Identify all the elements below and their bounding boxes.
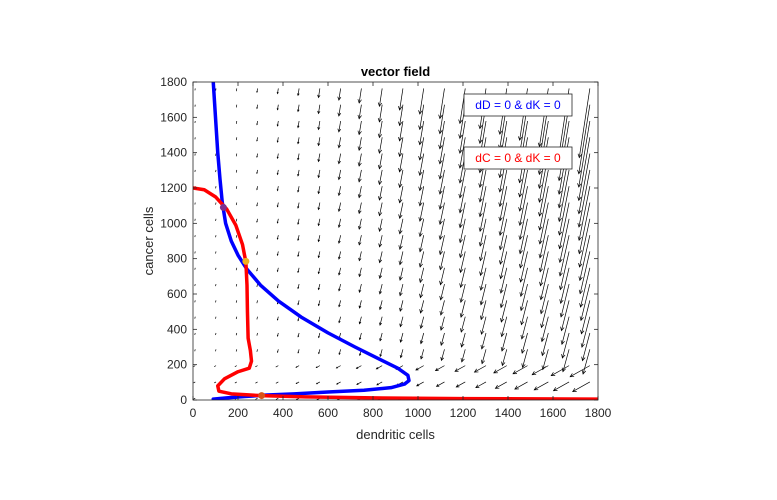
x-tick-label: 200 (228, 406, 248, 420)
equilibrium-points (219, 203, 266, 400)
y-tick-label: 1000 (160, 216, 187, 230)
y-axis-label: cancer cells (141, 206, 156, 275)
y-tick-label: 1200 (160, 181, 187, 195)
x-axis-label: dendritic cells (356, 427, 435, 442)
x-tick-label: 1200 (450, 406, 477, 420)
y-tick-label: 400 (167, 322, 187, 336)
x-tick-label: 1600 (540, 406, 567, 420)
legend-blue: dD = 0 & dK = 0 (463, 93, 573, 117)
y-tick-label: 1600 (160, 110, 187, 124)
equilibrium-point (242, 257, 250, 265)
red-nullcline (193, 186, 598, 400)
x-axis: 0 200 400 600 800 1000 1200 1400 1600 1800 (190, 82, 612, 420)
legend-label-red: dC = 0 & dK = 0 (475, 151, 561, 165)
x-tick-label: 400 (273, 406, 293, 420)
vector-field (193, 88, 591, 400)
equilibrium-point (219, 203, 227, 211)
equilibrium-point (258, 392, 266, 400)
x-tick-label: 1400 (495, 406, 522, 420)
y-tick-label: 1400 (160, 146, 187, 160)
x-tick-label: 800 (363, 406, 383, 420)
axes-box (192, 81, 599, 401)
legend-label-blue: dD = 0 & dK = 0 (475, 98, 561, 112)
y-tick-label: 800 (167, 252, 187, 266)
chart-title: vector field (361, 64, 430, 79)
y-tick-label: 600 (167, 287, 187, 301)
x-tick-label: 1800 (585, 406, 612, 420)
y-axis: 0 200 400 600 800 1000 1200 1400 1600 1800 (160, 75, 598, 407)
y-tick-label: 1800 (160, 75, 187, 89)
x-tick-label: 1000 (405, 406, 432, 420)
x-tick-label: 600 (318, 406, 338, 420)
x-tick-label: 0 (190, 406, 197, 420)
y-tick-label: 0 (180, 393, 187, 407)
y-tick-label: 200 (167, 358, 187, 372)
plot-area (193, 82, 598, 400)
legend-red: dC = 0 & dK = 0 (463, 146, 573, 170)
